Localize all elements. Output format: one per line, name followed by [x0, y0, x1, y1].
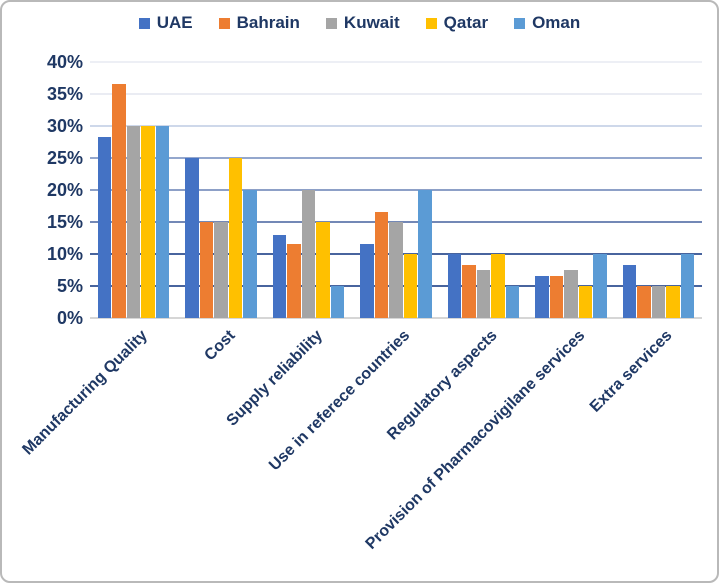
bar-group-use-in-referece-countries	[360, 190, 432, 318]
legend-label: Kuwait	[343, 13, 400, 32]
gridline-40	[90, 61, 702, 63]
bar-group-provision-of-pharmacovigilane-services	[535, 254, 607, 318]
legend-label: Oman	[532, 13, 581, 32]
gridline-35	[90, 93, 702, 95]
y-axis-tick-20: 20%	[46, 180, 83, 200]
gridline-20	[90, 189, 702, 191]
gridline-30	[90, 125, 702, 127]
legend-label: UAE	[156, 13, 193, 32]
legend-item-oman: Oman	[514, 13, 580, 33]
bar-kuwait-cost	[214, 222, 228, 318]
bar-uae-regulatory-aspects	[447, 254, 462, 318]
bar-qatar-extra-services	[666, 286, 680, 318]
y-axis-tick-5: 5%	[56, 276, 83, 296]
bar-kuwait-use-in-referece-countries	[389, 222, 403, 318]
x-axis-label-manufacturing-quality: Manufacturing Quality	[19, 327, 151, 459]
y-axis-tick-0: 0%	[56, 308, 83, 328]
bar-oman-supply-reliability	[330, 286, 345, 318]
bar-bahrain-use-in-referece-countries	[374, 212, 389, 318]
bar-bahrain-provision-of-pharmacovigilane-services	[549, 276, 564, 318]
y-axis-tick-35: 35%	[46, 84, 83, 104]
y-axis-tick-30: 30%	[46, 116, 83, 136]
legend-label: Qatar	[443, 13, 489, 32]
legend-item-qatar: Qatar	[425, 13, 489, 33]
chart-legend: UAE Bahrain Kuwait Qatar Oman	[2, 13, 717, 33]
bar-qatar-regulatory-aspects	[491, 254, 505, 318]
bar-kuwait-extra-services	[651, 286, 666, 318]
bar-kuwait-manufacturing-quality	[126, 126, 141, 318]
bar-group-manufacturing-quality	[97, 84, 170, 318]
bar-kuwait-supply-reliability	[301, 190, 316, 318]
legend-swatch-icon	[425, 17, 437, 29]
bar-bahrain-cost	[199, 222, 214, 318]
bar-group-regulatory-aspects	[447, 254, 520, 318]
bar-group-cost	[185, 158, 257, 318]
legend-label: Bahrain	[236, 13, 300, 32]
legend-item-bahrain: Bahrain	[218, 13, 300, 33]
y-axis-tick-15: 15%	[46, 212, 83, 232]
bar-bahrain-regulatory-aspects	[462, 264, 476, 318]
bar-uae-extra-services	[622, 264, 637, 318]
bar-bahrain-manufacturing-quality	[112, 84, 126, 318]
bar-group-supply-reliability	[272, 190, 345, 318]
bar-bahrain-supply-reliability	[287, 244, 301, 318]
bar-uae-provision-of-pharmacovigilane-services	[535, 276, 549, 318]
y-axis-tick-40: 40%	[46, 52, 83, 72]
legend-item-kuwait: Kuwait	[325, 13, 400, 33]
bar-uae-supply-reliability	[272, 234, 287, 318]
bar-qatar-use-in-referece-countries	[403, 254, 418, 318]
bar-bahrain-extra-services	[637, 286, 651, 318]
y-axis-tick-25: 25%	[46, 148, 83, 168]
plot-area	[90, 61, 702, 319]
y-axis-tick-10: 10%	[46, 244, 83, 264]
bar-oman-cost	[243, 190, 257, 318]
bar-uae-cost	[185, 158, 199, 318]
bar-qatar-manufacturing-quality	[141, 126, 155, 318]
legend-swatch-icon	[325, 17, 337, 29]
bar-qatar-cost	[228, 158, 243, 318]
x-axis-label-cost: Cost	[201, 327, 239, 365]
bar-kuwait-regulatory-aspects	[476, 270, 491, 318]
x-axis-label-supply-reliability: Supply reliability	[223, 327, 326, 430]
bar-oman-regulatory-aspects	[505, 286, 520, 318]
bar-kuwait-provision-of-pharmacovigilane-services	[564, 270, 578, 318]
bar-oman-manufacturing-quality	[155, 126, 170, 318]
x-axis-baseline	[90, 317, 702, 319]
bar-oman-provision-of-pharmacovigilane-services	[593, 254, 607, 318]
legend-swatch-icon	[138, 17, 150, 29]
legend-swatch-icon	[218, 17, 230, 29]
x-axis-label-extra-services: Extra services	[586, 327, 676, 416]
bar-uae-use-in-referece-countries	[360, 244, 374, 318]
bar-oman-use-in-referece-countries	[418, 190, 432, 318]
bar-qatar-provision-of-pharmacovigilane-services	[578, 286, 593, 318]
bar-qatar-supply-reliability	[316, 222, 330, 318]
x-axis-label-use-in-referece-countries: Use in referece countries	[265, 327, 414, 475]
legend-item-uae: UAE	[138, 13, 193, 33]
gridline-25	[90, 157, 702, 159]
bar-group-extra-services	[622, 254, 695, 318]
bar-oman-extra-services	[680, 254, 695, 318]
legend-swatch-icon	[514, 17, 526, 29]
bar-uae-manufacturing-quality	[97, 136, 112, 318]
